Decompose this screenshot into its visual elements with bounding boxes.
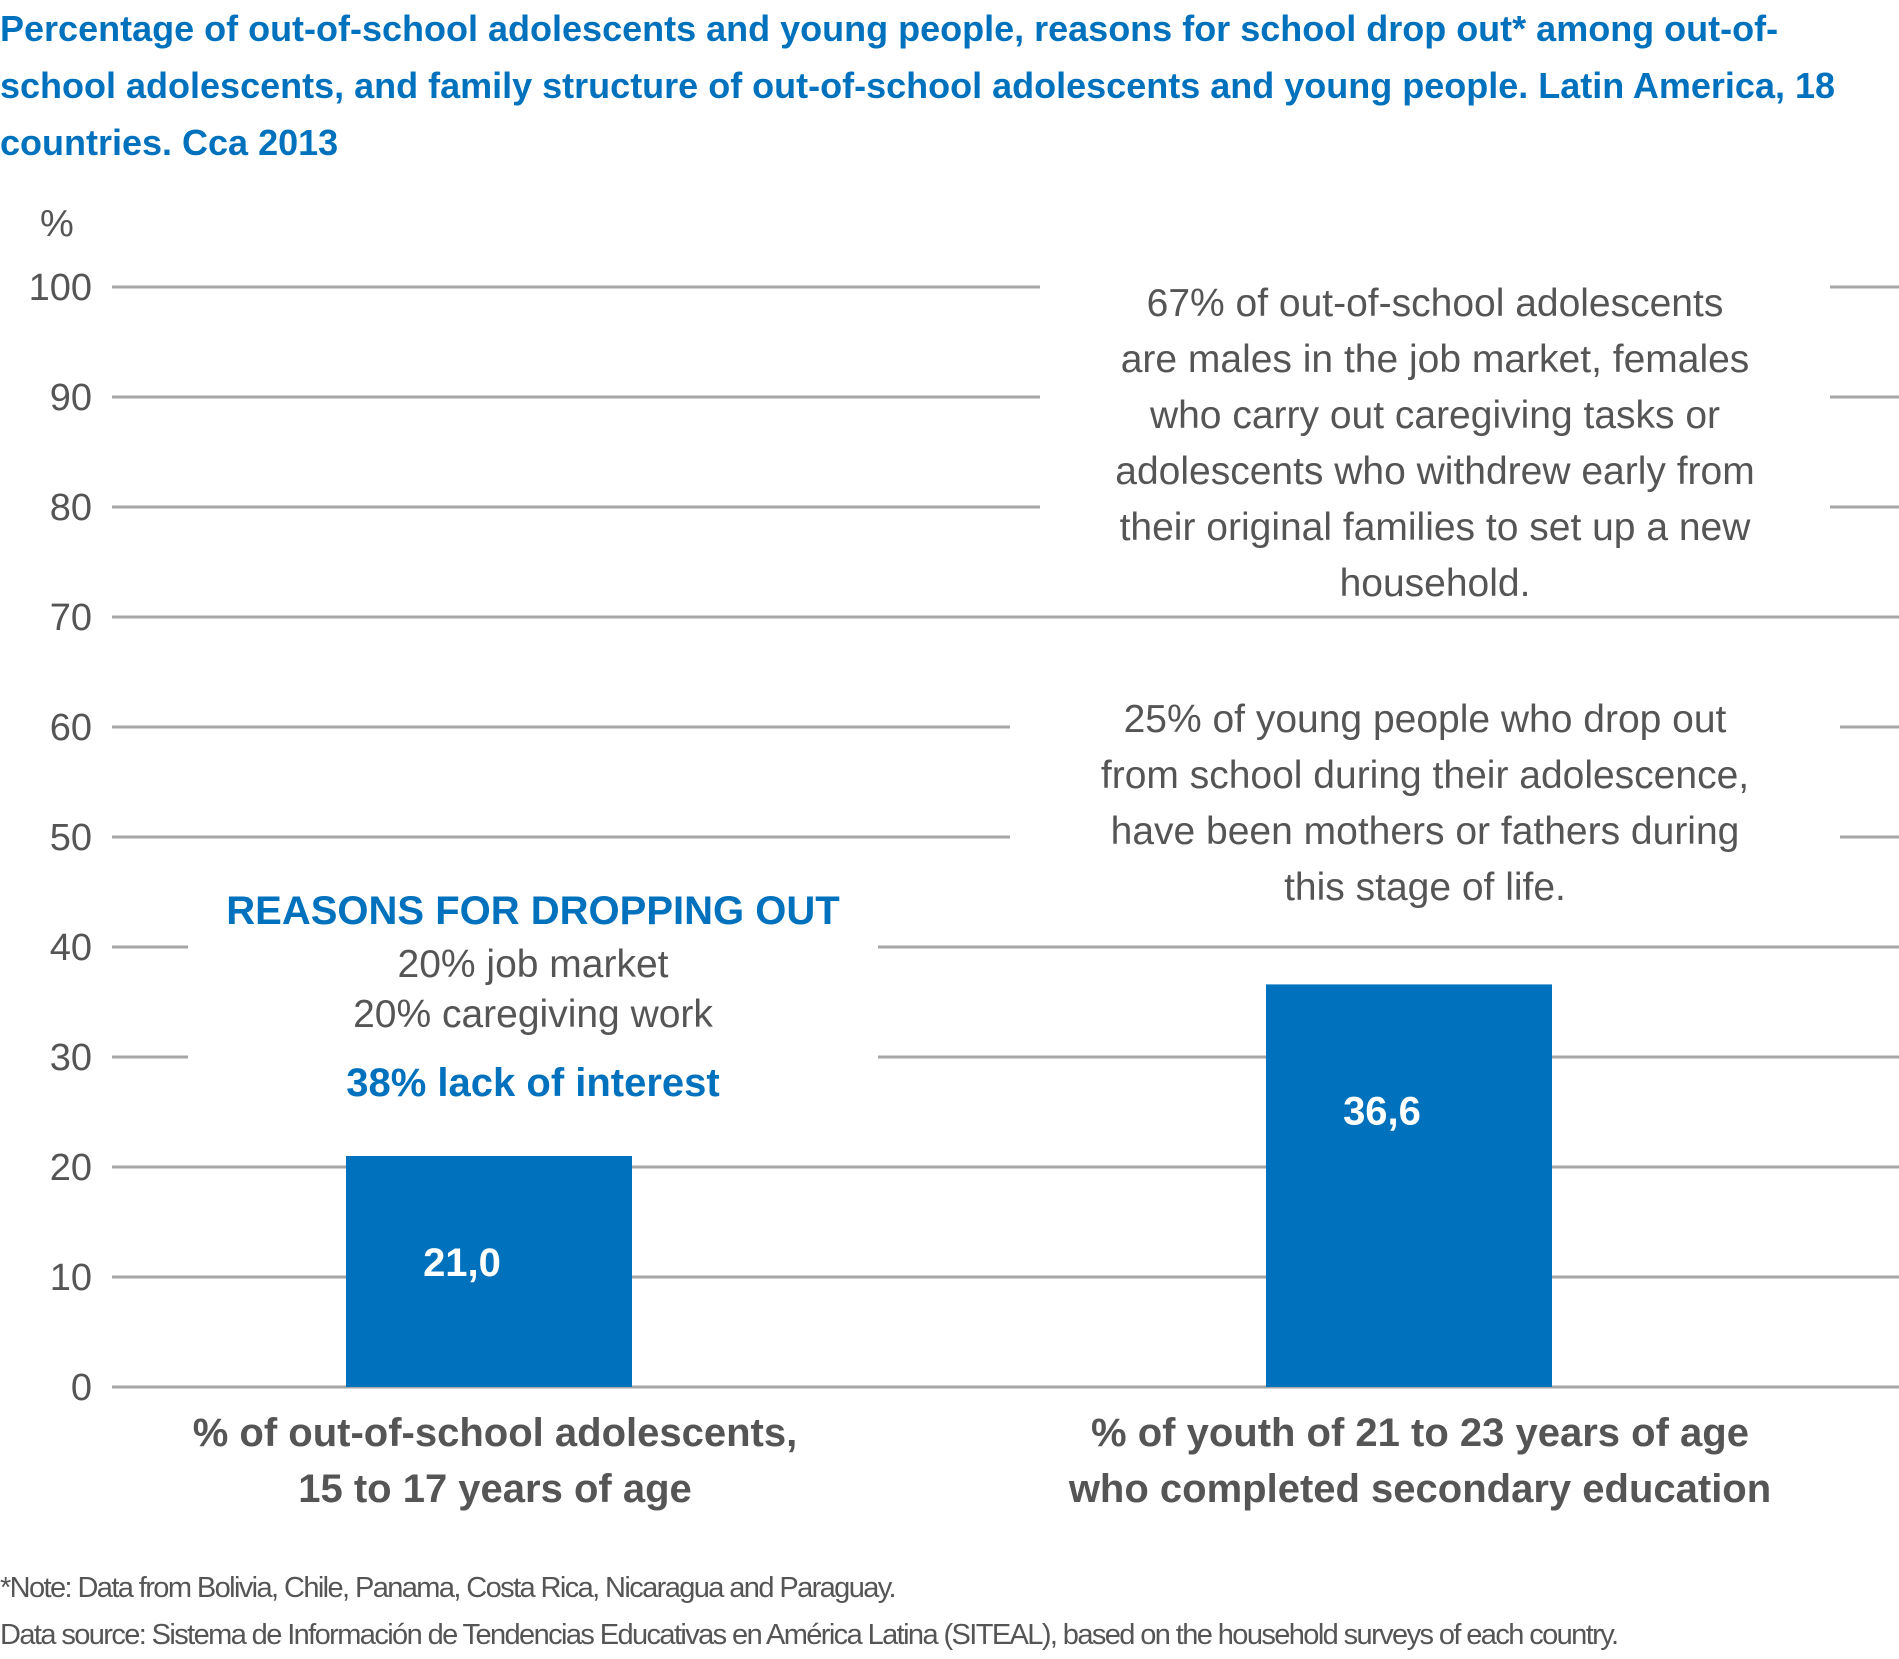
y-tick-label: 90 [50,377,92,419]
reason-caregiving: 20% caregiving work [353,993,713,1036]
annotation-family-structure: 67% of out-of-school adolescents are mal… [1040,276,1830,612]
annotation-line: 67% of out-of-school adolescents [1146,282,1724,325]
bars: 21,0 36,6 [346,984,1552,1387]
bar-2 [1266,984,1552,1387]
category-label-line: % of youth of 21 to 23 years of age [1091,1411,1749,1455]
annotation-line: from school during their adolescence, [1100,754,1750,797]
annotation-line: household. [1339,562,1531,605]
chart-title: Percentage of out-of-school adolescents … [0,8,1836,163]
category-label-line: who completed secondary education [1068,1467,1772,1511]
y-tick-label: 40 [50,927,92,969]
bar-value-label: 36,6 [1343,1089,1421,1133]
y-tick-label: 20 [50,1147,92,1189]
y-tick-label: 10 [50,1257,92,1299]
y-axis-ticks: 0 10 20 30 40 50 60 70 80 90 100 [29,267,92,1409]
annotation-line: their original families to set up a new [1119,506,1751,549]
annotation-line: who carry out caregiving tasks or [1149,394,1721,437]
y-tick-label: 100 [29,267,92,309]
y-tick-label: 50 [50,817,92,859]
bar-value-label: 21,0 [423,1241,501,1285]
y-tick-label: 70 [50,597,92,639]
y-tick-label: 80 [50,487,92,529]
reasons-heading: REASONS FOR DROPPING OUT [226,889,840,933]
reasons-callout: REASONS FOR DROPPING OUT 20% job market … [188,882,878,1112]
annotation-young-parents: 25% of young people who drop out from sc… [1010,692,1840,916]
footnotes: *Note: Data from Bolivia, Chile, Panama,… [0,1565,1880,1659]
note-data-source: Data source: Sistema de Información de T… [0,1619,1619,1651]
y-tick-label: 60 [50,707,92,749]
reason-job-market: 20% job market [397,943,669,986]
category-label-youth: % of youth of 21 to 23 years of age who … [970,1405,1870,1517]
bar-1 [346,1156,632,1387]
note-countries: *Note: Data from Bolivia, Chile, Panama,… [0,1572,897,1604]
category-label-adolescents: % of out-of-school adolescents, 15 to 17… [80,1405,910,1517]
y-tick-label: 0 [71,1367,92,1409]
bar-chart: 0 10 20 30 40 50 60 70 80 90 100 % 21,0 36,6 [29,203,1899,1409]
annotation-line: 25% of young people who drop out [1123,698,1727,741]
annotation-line: this stage of life. [1284,866,1566,909]
annotation-line: have been mothers or fathers during [1110,810,1740,853]
y-axis-label: % [40,203,74,245]
category-label-line: 15 to 17 years of age [298,1467,692,1511]
category-label-line: % of out-of-school adolescents, [192,1411,798,1455]
reason-lack-of-interest: 38% lack of interest [346,1061,720,1105]
annotation-line: adolescents who withdrew early from [1115,450,1755,493]
y-tick-label: 30 [50,1037,92,1079]
annotation-line: are males in the job market, females [1120,338,1750,381]
